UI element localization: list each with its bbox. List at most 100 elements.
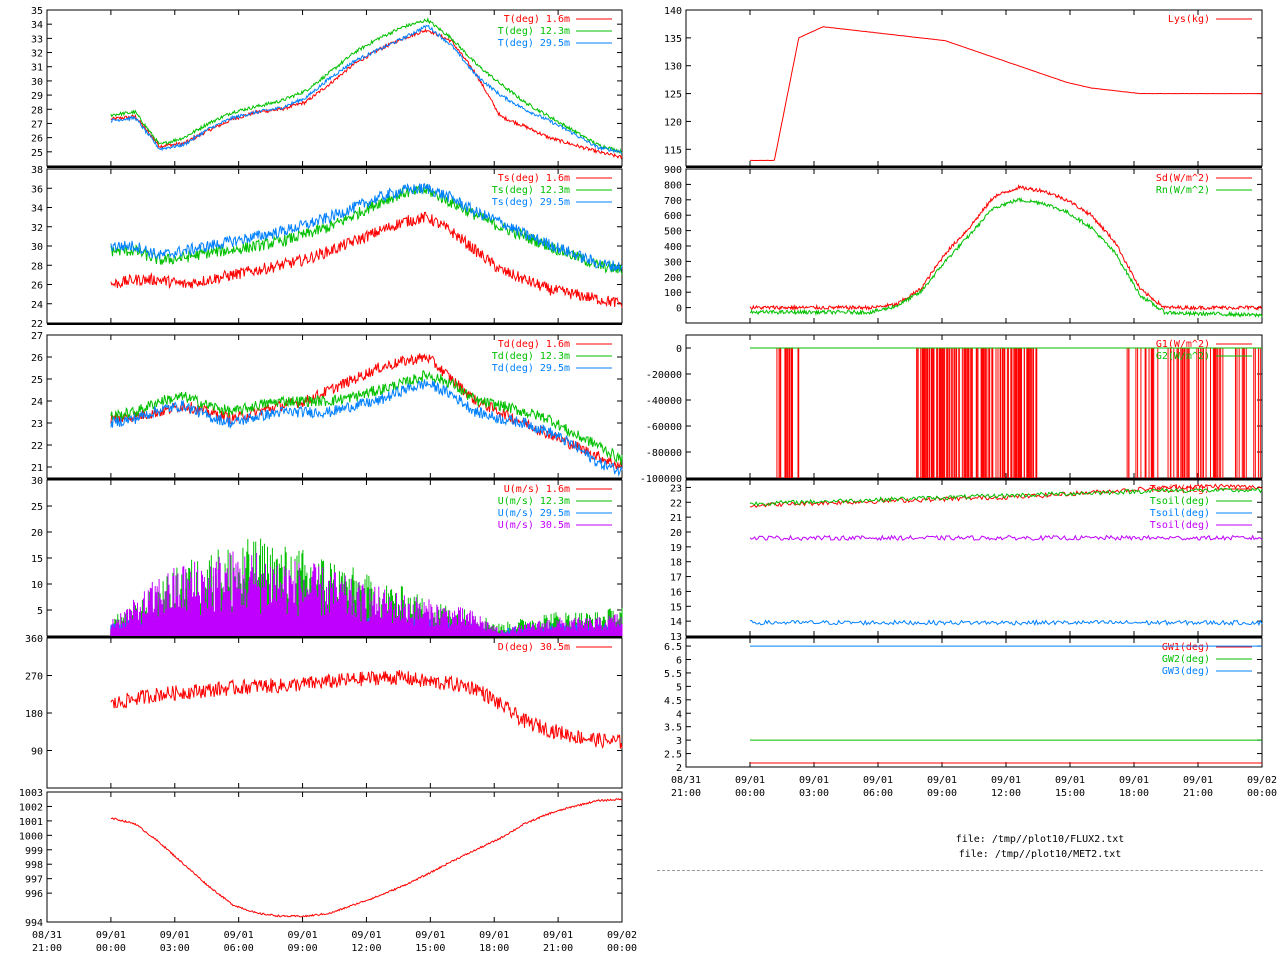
x-tick-label: 09/01 12:00 (351, 930, 381, 954)
p-lys-frame (685, 9, 1263, 167)
y-tick-label: 28 (31, 105, 43, 116)
y-tick-label: -100000 (640, 474, 682, 485)
y-tick-label: -80000 (646, 448, 682, 459)
x-tick-label: 09/01 00:00 (735, 775, 765, 799)
y-tick-label: 1002 (19, 802, 43, 813)
y-tick-label: 34 (31, 204, 43, 215)
y-tick-label: 115 (664, 145, 682, 156)
y-tick-label: 998 (25, 860, 43, 871)
y-tick-label: 200 (664, 273, 682, 284)
y-tick-label: 19 (670, 543, 682, 554)
legend-label: U(m/s) 29.5m (498, 508, 570, 519)
p-wind-series-3 (110, 551, 623, 636)
x-tick-label: 08/31 21:00 (32, 930, 62, 954)
y-tick-label: 32 (31, 223, 43, 234)
y-tick-label: 6.5 (664, 642, 682, 653)
legend-label: T(deg) 1.6m (504, 14, 570, 25)
legend-label: Lys(kg) (1168, 14, 1210, 25)
p-tsoil-series-1 (749, 487, 1263, 507)
p-ground-series-0 (776, 348, 1261, 478)
p-temp-series-2 (110, 24, 623, 154)
y-tick-label: 33 (31, 34, 43, 45)
series-line (110, 16, 623, 155)
y-tick-label: 23 (31, 419, 43, 430)
y-tick-label: 0 (676, 344, 682, 355)
legend-label: GW2(deg) (1162, 654, 1210, 665)
p-dir-panel: 90 180 270 360 D(deg) 30.5m (25, 634, 623, 789)
y-tick-label: 1001 (19, 817, 43, 828)
y-tick-label: 18 (670, 558, 682, 569)
p-dir-frame (46, 637, 623, 789)
legend-label: Tsoil(deg) (1150, 508, 1210, 519)
y-tick-label: 35 (31, 6, 43, 17)
series-line (110, 184, 623, 275)
x-tick-label: 09/01 21:00 (1183, 775, 1213, 799)
series-line (110, 379, 623, 477)
legend-label: G1(W/m^2) (1156, 339, 1210, 350)
y-tick-label: -40000 (646, 396, 682, 407)
x-tick-label: 09/01 06:00 (224, 930, 254, 954)
y-tick-label: 360 (25, 634, 43, 645)
legend-label: Td(deg) 12.3m (492, 351, 570, 362)
y-tick-label: 997 (25, 875, 43, 886)
y-tick-label: 14 (670, 617, 682, 628)
x-tick-label: 09/01 21:00 (543, 930, 573, 954)
y-tick-label: 24 (31, 397, 43, 408)
p-temp-series-1 (110, 16, 623, 155)
y-tick-label: 27 (31, 331, 43, 342)
x-tick-label: 09/01 18:00 (1119, 775, 1149, 799)
y-tick-label: 130 (664, 62, 682, 73)
y-tick-label: 180 (25, 709, 43, 720)
p-press-panel: 994 996 997 998 999 1000 1001 1002 1003 (19, 788, 623, 929)
x-tick-label: 09/01 03:00 (799, 775, 829, 799)
y-tick-label: 5 (37, 606, 43, 617)
x-tick-label: 09/02 00:00 (607, 930, 637, 954)
y-tick-label: 4 (676, 709, 682, 720)
series-line (110, 798, 623, 918)
y-tick-label: 800 (664, 180, 682, 191)
y-tick-label: 0 (676, 304, 682, 315)
p-dew-series-1 (110, 370, 623, 466)
series-line (110, 24, 623, 154)
y-tick-label: 500 (664, 227, 682, 238)
legend-label: Ts(deg) 1.6m (498, 173, 570, 184)
y-tick-label: 5.5 (664, 669, 682, 680)
p-ground-panel: -100000 -80000 -60000 -40000 -20000 0 G1(W/m^2… (640, 334, 1263, 485)
p-temp-series-0 (110, 28, 623, 160)
legend-label: T(deg) 29.5m (498, 38, 570, 49)
legend-label: Rn(W/m^2) (1156, 185, 1210, 196)
y-tick-label: 400 (664, 242, 682, 253)
y-tick-label: 25 (31, 502, 43, 513)
legend-label: GW3(deg) (1162, 666, 1210, 677)
p-press-series-0 (110, 798, 623, 918)
x-tick-label: 09/01 00:00 (96, 930, 126, 954)
series-line (749, 184, 1263, 312)
y-tick-label: 21 (31, 463, 43, 474)
y-tick-label: 16 (670, 587, 682, 598)
legend-label: Ts(deg) 29.5m (492, 197, 570, 208)
series-line (749, 196, 1263, 318)
y-tick-label: 4.5 (664, 696, 682, 707)
y-tick-label: 100 (664, 288, 682, 299)
p-tsoil-series-2 (749, 618, 1263, 627)
legend-label: T(deg) 12.3m (498, 26, 570, 37)
y-tick-label: -20000 (646, 370, 682, 381)
series-line (749, 618, 1263, 627)
x-tick-label: 09/01 06:00 (863, 775, 893, 799)
series-line (110, 669, 623, 749)
y-tick-label: 28 (31, 261, 43, 272)
y-tick-label: 31 (31, 63, 43, 74)
legend-label: Tsoil(deg) (1150, 520, 1210, 531)
p-rad-series-1 (749, 196, 1263, 318)
series-line (110, 182, 623, 273)
p-tsoil-series-3 (749, 534, 1263, 542)
legend-label: Tsoil(deg) (1150, 496, 1210, 507)
y-tick-label: 17 (670, 573, 682, 584)
y-tick-label: 23 (670, 483, 682, 494)
y-tick-label: 20 (31, 528, 43, 539)
p-press-frame (46, 791, 623, 923)
